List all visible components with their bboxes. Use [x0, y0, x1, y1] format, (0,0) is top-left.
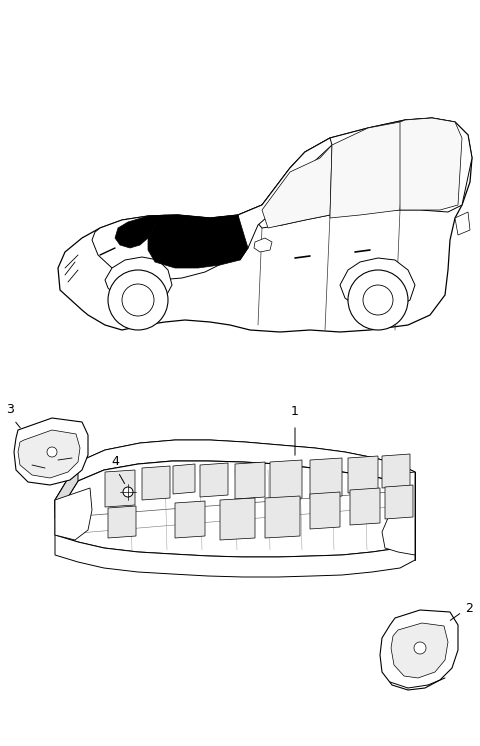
- Polygon shape: [262, 145, 332, 228]
- Circle shape: [108, 270, 168, 330]
- Polygon shape: [200, 463, 228, 497]
- Polygon shape: [55, 440, 415, 518]
- Polygon shape: [14, 418, 88, 485]
- Polygon shape: [348, 456, 378, 493]
- Polygon shape: [385, 485, 413, 519]
- Polygon shape: [115, 215, 165, 248]
- Polygon shape: [340, 258, 415, 312]
- Circle shape: [122, 284, 154, 316]
- Polygon shape: [55, 535, 415, 577]
- Text: 4: 4: [111, 455, 119, 468]
- Polygon shape: [55, 461, 415, 557]
- Polygon shape: [108, 506, 136, 538]
- Polygon shape: [330, 122, 405, 218]
- Polygon shape: [455, 212, 470, 235]
- Polygon shape: [220, 498, 255, 540]
- Polygon shape: [382, 454, 410, 488]
- Text: 3: 3: [6, 403, 14, 416]
- Polygon shape: [265, 496, 300, 538]
- Polygon shape: [55, 462, 78, 518]
- Polygon shape: [173, 464, 195, 494]
- Polygon shape: [142, 466, 170, 500]
- Polygon shape: [148, 215, 248, 268]
- Polygon shape: [18, 430, 80, 478]
- Polygon shape: [380, 610, 458, 690]
- Polygon shape: [391, 623, 448, 678]
- Polygon shape: [92, 215, 245, 280]
- Circle shape: [363, 285, 393, 315]
- Polygon shape: [105, 257, 172, 305]
- Polygon shape: [400, 118, 462, 210]
- Polygon shape: [270, 460, 302, 500]
- Circle shape: [123, 487, 133, 497]
- Polygon shape: [382, 472, 415, 555]
- Circle shape: [348, 270, 408, 330]
- Polygon shape: [175, 501, 205, 538]
- Polygon shape: [310, 492, 340, 529]
- Polygon shape: [255, 118, 472, 228]
- Polygon shape: [105, 470, 135, 507]
- Circle shape: [414, 642, 426, 654]
- Polygon shape: [58, 118, 472, 332]
- Text: 1: 1: [291, 405, 299, 418]
- Polygon shape: [310, 458, 342, 498]
- Polygon shape: [235, 462, 265, 499]
- Polygon shape: [254, 238, 272, 252]
- Polygon shape: [350, 488, 380, 525]
- Circle shape: [47, 447, 57, 457]
- Polygon shape: [55, 488, 92, 540]
- Polygon shape: [238, 138, 332, 260]
- Text: 2: 2: [465, 601, 473, 615]
- Polygon shape: [55, 440, 415, 510]
